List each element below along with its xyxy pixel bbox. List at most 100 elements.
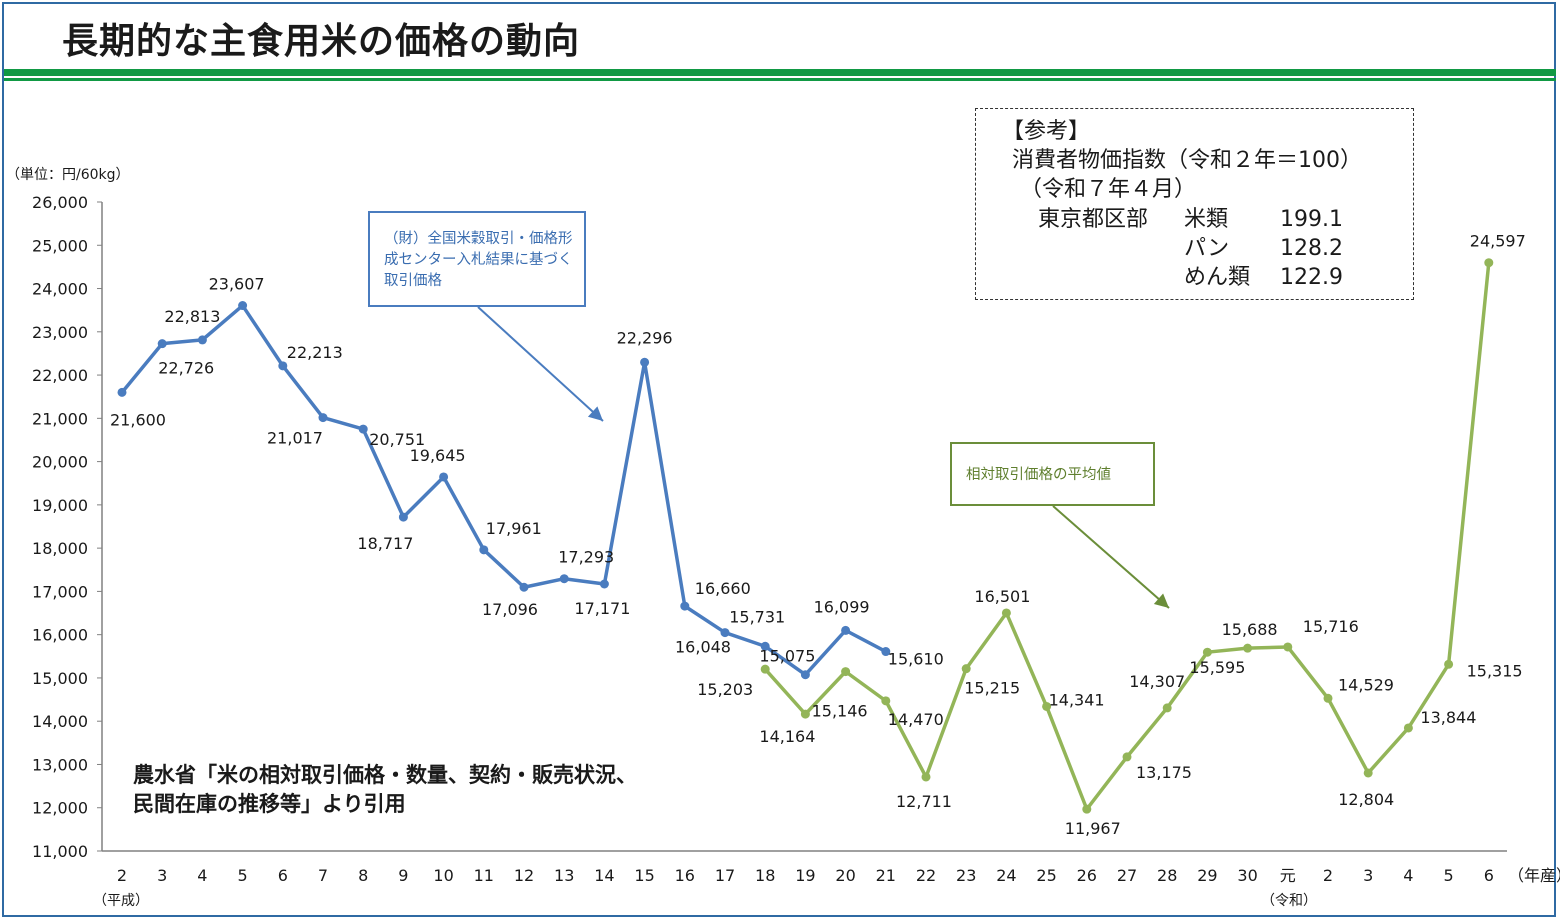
data-label: 15,731 [729, 607, 785, 626]
y-tick-label: 19,000 [32, 496, 88, 515]
x-tick-label: 19 [795, 866, 815, 885]
data-point [1122, 752, 1132, 762]
x-tick-label: 15 [634, 866, 654, 885]
arrow-auction-head [587, 406, 603, 421]
x-tick-label: 21 [876, 866, 896, 885]
data-label: 17,096 [482, 600, 538, 619]
x-tick-label: 13 [554, 866, 574, 885]
data-point [1243, 643, 1253, 653]
data-label: 16,660 [695, 579, 751, 598]
data-label: 15,610 [888, 650, 944, 669]
data-label: 21,600 [110, 410, 166, 429]
data-point [800, 670, 810, 680]
data-point [800, 709, 810, 719]
data-point [760, 641, 770, 651]
x-tick-label: 2 [1323, 866, 1333, 885]
data-point [1001, 608, 1011, 618]
x-tick-label: 5 [238, 866, 248, 885]
x-tick-label: 22 [916, 866, 936, 885]
data-point [599, 579, 609, 589]
data-label: 23,607 [209, 275, 265, 294]
data-point [1283, 642, 1293, 652]
data-label: 16,048 [675, 638, 731, 657]
x-tick-label: 10 [433, 866, 453, 885]
y-tick-label: 18,000 [32, 539, 88, 558]
data-label: 22,296 [617, 328, 673, 347]
data-point [961, 664, 971, 674]
callout-arrows [477, 306, 1170, 609]
y-tick-label: 24,000 [32, 280, 88, 299]
data-label: 17,293 [558, 548, 614, 567]
x-tick-label: 30 [1237, 866, 1257, 885]
data-point [680, 601, 690, 611]
y-tick-label: 11,000 [32, 842, 88, 861]
data-point [881, 696, 891, 706]
data-point [1484, 258, 1494, 268]
y-tick-label: 15,000 [32, 669, 88, 688]
reference-item-value: 199.1 [1280, 207, 1343, 232]
data-label: 22,213 [287, 343, 343, 362]
callout-auction-text: （財）全国米穀取引・価格形成センター入札結果に基づく取引価格 [384, 231, 573, 289]
data-point [439, 472, 449, 482]
reference-cpi-line: 消費者物価指数（令和２年＝100） [1012, 148, 1362, 173]
x-tick-label: 6 [278, 866, 288, 885]
data-point [760, 664, 770, 674]
data-point [921, 772, 931, 782]
x-tick-label: 3 [1363, 866, 1373, 885]
data-label: 15,146 [812, 702, 868, 721]
reference-period-line: （令和７年４月） [1020, 177, 1197, 202]
x-tick-label: 26 [1077, 866, 1097, 885]
x-tick-label: 2 [117, 866, 127, 885]
data-label: 15,203 [697, 680, 753, 699]
axes: 11,000 12,000 13,000 14,000 15,000 16,000 17,0… [6, 167, 1560, 909]
x-tick-label: 20 [835, 866, 855, 885]
data-labels: 21,600 22,726 22,813 23,607 22,213 21,017 20,7… [110, 232, 1526, 838]
data-point [841, 625, 851, 635]
data-point [358, 424, 368, 434]
era-label-reiwa: （令和） [1261, 893, 1317, 909]
y-unit-label: （単位：円/60kg） [6, 167, 130, 183]
data-label: 14,307 [1129, 672, 1185, 691]
reference-item-value: 128.2 [1280, 236, 1343, 261]
x-tick-label: 4 [1403, 866, 1413, 885]
data-label: 15,075 [759, 647, 815, 666]
data-point [1162, 703, 1172, 713]
data-point [519, 582, 529, 592]
data-point [1444, 659, 1454, 669]
data-point [318, 413, 328, 423]
x-tick-label: 25 [1036, 866, 1056, 885]
reference-box: 【参考】 消費者物価指数（令和２年＝100） （令和７年４月） 東京都区部 米類… [975, 108, 1414, 300]
x-tick-label: 28 [1157, 866, 1177, 885]
data-label: 21,017 [267, 429, 323, 448]
series-lines [117, 258, 1494, 814]
y-tick-label: 12,000 [32, 799, 88, 818]
data-point [1042, 701, 1052, 711]
y-tick-label: 14,000 [32, 712, 88, 731]
y-tick-label: 13,000 [32, 755, 88, 774]
page-title: 長期的な主食用米の価格の動向 [62, 21, 581, 62]
reference-item-value: 122.9 [1280, 265, 1343, 290]
y-tick-label: 17,000 [32, 582, 88, 601]
data-label: 12,804 [1338, 790, 1394, 809]
y-tick-label: 23,000 [32, 323, 88, 342]
data-label: 22,726 [158, 359, 214, 378]
data-label: 20,751 [369, 430, 425, 449]
data-point [841, 667, 851, 677]
data-label: 14,529 [1338, 675, 1394, 694]
x-tick-label: 3 [157, 866, 167, 885]
x-tick-label: 24 [996, 866, 1016, 885]
reference-heading: 【参考】 [1002, 119, 1091, 144]
y-tick-label: 26,000 [32, 193, 88, 212]
data-label: 17,171 [574, 599, 630, 618]
x-tick-label: 17 [715, 866, 735, 885]
data-label: 14,164 [759, 727, 815, 746]
data-label: 15,315 [1467, 661, 1523, 680]
data-point [117, 387, 127, 397]
data-point [157, 339, 167, 349]
x-tick-label: 7 [318, 866, 328, 885]
data-label: 14,470 [888, 710, 944, 729]
data-point [479, 545, 489, 555]
data-label: 15,215 [964, 679, 1020, 698]
data-point [640, 357, 650, 367]
